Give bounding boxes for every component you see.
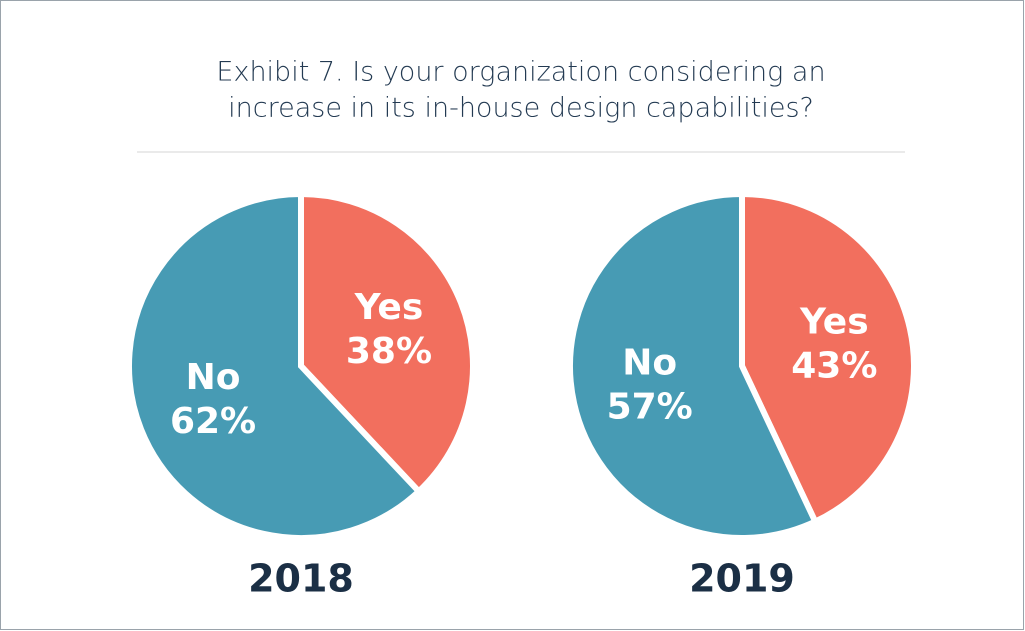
- slice-value: 62%: [170, 401, 256, 442]
- slice-label: Yes: [354, 287, 424, 328]
- chart-title: Exhibit 7. Is your organization consider…: [216, 57, 825, 88]
- slice-value: 43%: [791, 345, 877, 386]
- pie-slice: [739, 190, 917, 526]
- slice-value: 57%: [607, 387, 693, 428]
- pie-slice: [298, 190, 476, 496]
- chart-title: increase in its in-house design capabili…: [228, 93, 814, 124]
- pie-slice: [126, 190, 423, 541]
- pie-title: 2018: [248, 557, 354, 601]
- slice-label: No: [186, 357, 241, 398]
- slice-label: Yes: [799, 301, 869, 342]
- pie-slice: [567, 190, 820, 541]
- pie-title: 2019: [689, 557, 795, 601]
- slice-value: 38%: [346, 331, 432, 372]
- slice-label: No: [622, 343, 677, 384]
